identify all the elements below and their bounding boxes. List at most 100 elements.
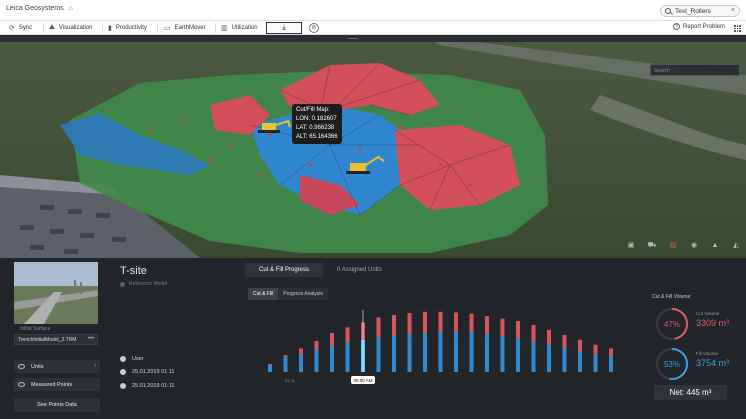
productivity-icon: ▮ xyxy=(108,25,112,32)
eye-icon[interactable] xyxy=(18,364,25,369)
fill-bar[interactable] xyxy=(578,351,582,372)
cut-bar[interactable] xyxy=(438,311,443,333)
initial-surface-label: Initial Surface xyxy=(20,326,51,332)
cut-bar[interactable] xyxy=(268,363,272,366)
fill-bar[interactable] xyxy=(547,344,551,372)
cut-fill-chart[interactable]: 06:00 AM 01:11 xyxy=(248,304,638,388)
nav-utilization[interactable]: ▥ Utilization xyxy=(221,23,258,33)
see-points-button[interactable]: See Points Data xyxy=(14,398,100,412)
cut-bar[interactable] xyxy=(407,313,412,335)
cut-bar[interactable] xyxy=(516,321,520,339)
cut-bar[interactable] xyxy=(345,327,350,343)
lock-icon[interactable]: ▣ xyxy=(627,242,635,249)
refresh-icon xyxy=(120,369,126,375)
cutfill-icon[interactable]: ▤ xyxy=(669,242,677,249)
cut-bar[interactable] xyxy=(593,344,598,355)
tab-assigned-units[interactable]: 0 Assigned Units xyxy=(337,267,382,273)
cut-bar[interactable] xyxy=(578,339,582,352)
cut-bar[interactable] xyxy=(392,314,396,336)
cut-bar[interactable] xyxy=(283,355,288,358)
map-search-input[interactable]: Search xyxy=(650,64,740,76)
drag-handle[interactable] xyxy=(348,38,358,39)
fill-bar[interactable] xyxy=(516,338,520,372)
nav-earthmover[interactable]: ▭ EarthMover xyxy=(164,23,206,33)
clear-icon[interactable]: × xyxy=(730,7,735,14)
measured-points-toggle[interactable]: Measured Points xyxy=(14,378,100,391)
visualization-icon: ⛰ xyxy=(49,24,55,31)
cut-bar[interactable] xyxy=(531,324,536,342)
map-view[interactable] xyxy=(0,35,746,258)
home-icon[interactable]: ⌂ xyxy=(68,5,73,12)
fill-bar[interactable] xyxy=(609,355,613,372)
fill-bar[interactable] xyxy=(314,349,319,372)
units-label: Units xyxy=(31,363,44,370)
fill-bar[interactable] xyxy=(376,337,381,372)
site-subtitle-text: Reference Model xyxy=(129,281,168,287)
chevron-right-icon: › xyxy=(94,363,96,369)
cut-bar[interactable] xyxy=(485,316,489,335)
cut-bar[interactable] xyxy=(562,334,567,349)
target-icon[interactable]: ◉ xyxy=(690,242,698,249)
layers-icon[interactable]: ◭ xyxy=(733,242,739,249)
fill-bar[interactable] xyxy=(268,365,272,372)
cut-bar[interactable] xyxy=(423,311,427,333)
terrain-icon[interactable]: ▲ xyxy=(711,242,719,249)
building-roof xyxy=(0,175,120,195)
chart-subtabs: Cut & Fill Progress Analysis xyxy=(248,288,329,300)
report-problem-button[interactable]: ? Report Problem xyxy=(673,23,725,30)
time-cursor-label: 06:00 AM xyxy=(353,378,372,383)
fill-volume-gauge: 53% xyxy=(656,348,688,380)
clock-icon xyxy=(120,383,126,389)
nav-active-tab[interactable]: ⤓ xyxy=(266,22,302,34)
search-input[interactable]: Test_Rollers × xyxy=(660,5,740,17)
help-icon: ? xyxy=(673,23,680,30)
eye-icon[interactable] xyxy=(18,382,25,387)
cut-bar[interactable] xyxy=(314,341,319,350)
cut-bar[interactable] xyxy=(469,313,474,333)
cut-bar[interactable] xyxy=(609,348,613,356)
measured-points[interactable] xyxy=(148,119,472,197)
nav-visualization[interactable]: ⛰ Visualization xyxy=(49,23,92,33)
fill-bar[interactable] xyxy=(345,342,350,372)
nav-productivity[interactable]: ▮ Productivity xyxy=(108,23,147,33)
fill-bar[interactable] xyxy=(485,334,489,372)
dozer-icon[interactable] xyxy=(346,155,385,174)
fill-bar[interactable] xyxy=(469,332,474,372)
tooltip-lon: LON: 0.182607 xyxy=(296,116,337,122)
fill-bar[interactable] xyxy=(531,341,536,372)
fill-bar[interactable] xyxy=(407,334,412,372)
fill-bar[interactable] xyxy=(283,357,288,372)
cut-area xyxy=(280,63,440,115)
subtab-progress-analysis[interactable]: Progress Analysis xyxy=(283,291,324,297)
compass-icon[interactable]: ⊘ xyxy=(309,23,319,33)
cut-volume-gauge: 47% xyxy=(656,308,688,340)
fill-bar[interactable] xyxy=(562,348,567,372)
map-canvas[interactable] xyxy=(0,35,746,258)
nav-sync[interactable]: ⟳ Sync xyxy=(9,23,32,33)
fill-bar[interactable] xyxy=(454,331,458,372)
date-row-1: 25.01.2019 01:11 xyxy=(120,369,174,375)
fill-bar[interactable] xyxy=(500,336,505,372)
cut-bar[interactable] xyxy=(547,329,551,345)
fill-bar[interactable] xyxy=(438,332,443,372)
subtab-cut-fill[interactable]: Cut & Fill xyxy=(248,288,279,300)
map-collapse-strip[interactable] xyxy=(0,35,746,42)
cut-bar[interactable] xyxy=(330,332,334,346)
fill-bar[interactable] xyxy=(593,354,598,372)
units-toggle[interactable]: Units › xyxy=(14,360,100,373)
cut-bar[interactable] xyxy=(454,312,458,332)
apps-grid-icon[interactable] xyxy=(734,25,741,32)
cut-bar[interactable] xyxy=(376,317,381,338)
cut-bar[interactable] xyxy=(299,348,303,355)
cut-bar[interactable] xyxy=(500,318,505,337)
fill-bar[interactable] xyxy=(423,332,427,372)
tab-cut-fill-progress[interactable]: Cut & Fill Progress xyxy=(245,263,324,277)
vehicle-icon[interactable]: ⛟ xyxy=(647,242,657,249)
net-volume: Net: 445 m³ xyxy=(654,385,727,400)
excavator-icon[interactable] xyxy=(258,119,291,133)
fill-bar[interactable] xyxy=(392,335,396,372)
fill-bar[interactable] xyxy=(299,354,303,372)
model-select[interactable]: TrenchInitialModel_2.TRM ••• xyxy=(14,334,98,345)
fill-bar[interactable] xyxy=(330,345,334,372)
more-icon[interactable]: ••• xyxy=(87,336,94,342)
